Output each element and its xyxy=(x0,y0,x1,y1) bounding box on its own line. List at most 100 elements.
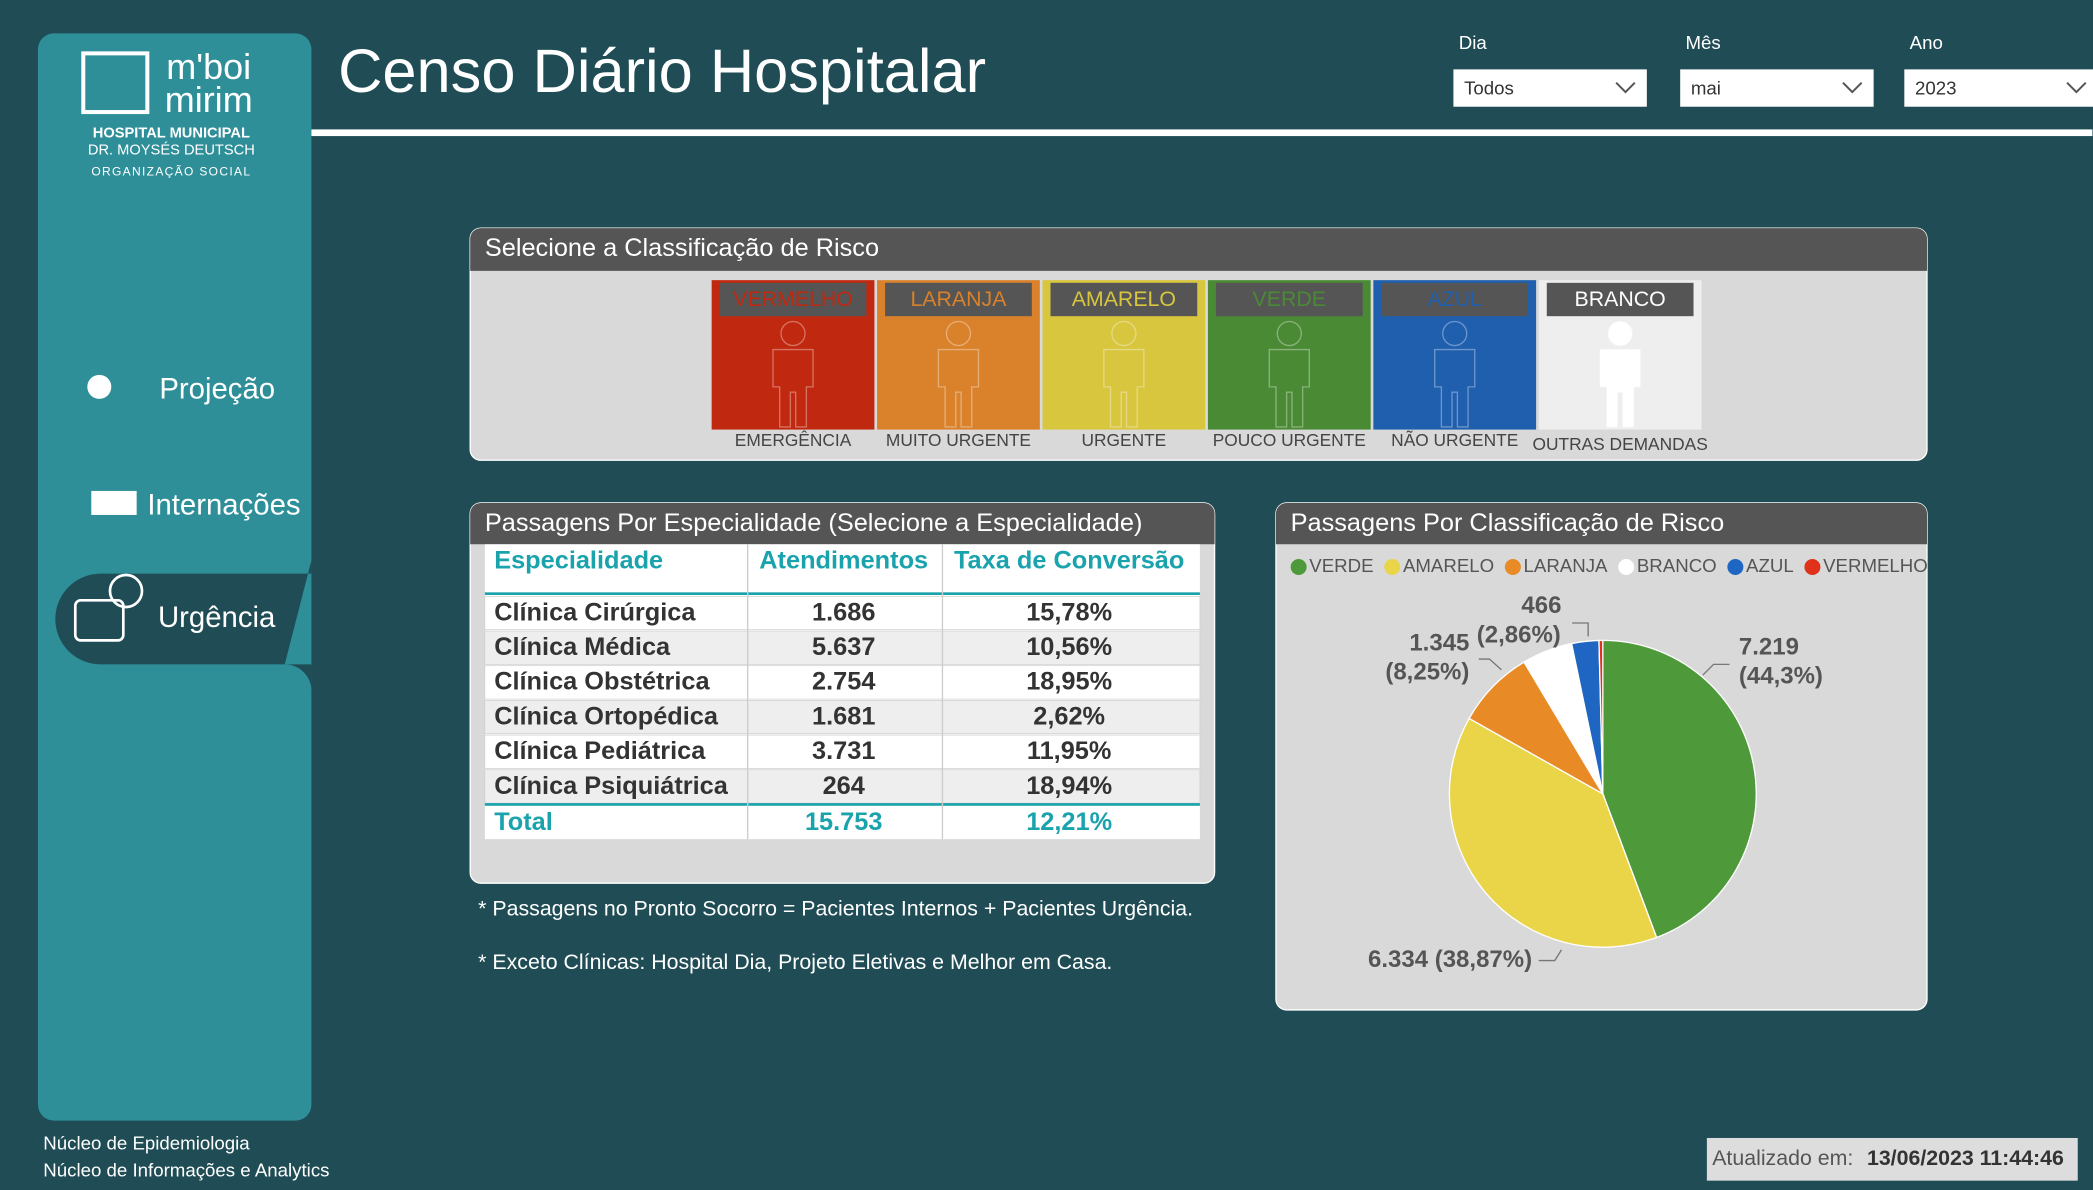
table-cell: 15,78% xyxy=(1026,598,1112,626)
person-head xyxy=(780,320,806,347)
table-row[interactable] xyxy=(484,734,1201,769)
total-cell: 12,21% xyxy=(1026,808,1112,836)
risk-description: OUTRAS DEMANDAS xyxy=(1533,434,1708,454)
pie-slice[interactable] xyxy=(1598,639,1604,794)
risk-description: MUITO URGENTE xyxy=(886,430,1031,450)
panel-header xyxy=(1275,502,1927,545)
dropdown-arrow xyxy=(1615,82,1636,94)
leader-line xyxy=(1702,663,1730,676)
chart-title: Passagens Por Classificação de Risco xyxy=(1291,509,1725,537)
risk-label-bg xyxy=(885,282,1032,317)
legend-swatch xyxy=(1504,558,1521,575)
dropdown-arrow xyxy=(1842,82,1863,94)
filter-label: Ano xyxy=(1910,32,1943,53)
column-header: Especialidade xyxy=(494,546,663,574)
legend-label: LARANJA xyxy=(1524,555,1609,576)
table-row[interactable] xyxy=(484,665,1201,700)
table-cell: 2,62% xyxy=(1033,702,1105,730)
filter-value: mai xyxy=(1691,77,1721,98)
legend-swatch xyxy=(1727,558,1744,575)
risk-label: AMARELO xyxy=(1072,287,1176,311)
data-label: 466 (2,86%) xyxy=(1477,592,1562,648)
risk-label: LARANJA xyxy=(910,287,1007,311)
table-row[interactable] xyxy=(484,630,1201,665)
legend-label: VERDE xyxy=(1309,555,1373,576)
note: * Exceto Clínicas: Hospital Dia, Projeto… xyxy=(478,950,1112,974)
table-cell: 2.754 xyxy=(812,668,875,696)
nav-item[interactable]: Urgência xyxy=(158,601,276,634)
update-label: Atualizado em: xyxy=(1712,1146,1853,1170)
legend-swatch xyxy=(1290,558,1307,575)
legend-swatch xyxy=(1804,558,1821,575)
filter-dropdown[interactable] xyxy=(1904,69,2093,107)
data-label-line: 7.219 xyxy=(1739,634,1799,661)
person-body xyxy=(937,348,980,428)
person-head xyxy=(1111,320,1137,347)
risk-description: EMERGÊNCIA xyxy=(735,430,852,450)
person-body xyxy=(1103,348,1145,428)
table-cell: 1.686 xyxy=(812,598,875,626)
risk-label: AZUL xyxy=(1427,287,1482,311)
footer-text: Núcleo de Informações e Analytics xyxy=(43,1159,329,1180)
table-cell: Clínica Pediátrica xyxy=(494,737,706,765)
risk-label-bg xyxy=(1381,282,1529,317)
total-cell: Total xyxy=(494,808,553,836)
person-head xyxy=(1607,320,1633,347)
table-row[interactable] xyxy=(484,596,1201,631)
page-title: Censo Diário Hospitalar xyxy=(338,37,986,106)
data-label-line: (8,25%) xyxy=(1385,659,1469,686)
filter-dropdown[interactable] xyxy=(1453,69,1647,107)
leader-line xyxy=(1538,949,1563,962)
table-cell: 18,95% xyxy=(1026,668,1112,696)
person-body xyxy=(1434,348,1476,428)
note: * Passagens no Pronto Socorro = Paciente… xyxy=(478,896,1193,920)
filter-dropdown[interactable] xyxy=(1680,69,1874,107)
data-label-line: 466 xyxy=(1521,592,1561,619)
table-cell: 18,94% xyxy=(1026,772,1112,800)
pie-slice[interactable] xyxy=(1448,717,1658,948)
panel-header xyxy=(470,228,1927,271)
nav-active-bg xyxy=(55,560,312,694)
filter-value: Todos xyxy=(1464,77,1514,98)
risk-label-bg xyxy=(1546,282,1694,317)
pie-slice[interactable] xyxy=(1602,639,1757,939)
data-label: 7.219 (44,3%) xyxy=(1739,634,1823,690)
risk-label-bg xyxy=(1050,282,1198,317)
panel-title: Selecione a Classificação de Risco xyxy=(485,234,879,262)
nav-icon xyxy=(91,490,137,515)
footer-text: Núcleo de Epidemiologia xyxy=(43,1133,250,1154)
data-label-line: (44,3%) xyxy=(1739,663,1823,690)
risk-description: POUCO URGENTE xyxy=(1213,430,1366,450)
logo-icon xyxy=(81,51,150,115)
total-rule xyxy=(484,803,1200,806)
table-row[interactable] xyxy=(484,700,1201,735)
nav-item[interactable]: Projeção xyxy=(159,373,275,406)
filter-value: 2023 xyxy=(1915,77,1957,98)
table-cell: 10,56% xyxy=(1026,633,1112,661)
table-cell: Clínica Obstétrica xyxy=(494,668,710,696)
logo-subtext: ORGANIZAÇÃO SOCIAL xyxy=(91,164,251,178)
nav-icon xyxy=(87,374,112,399)
data-label-line: 1.345 xyxy=(1409,630,1469,657)
filter-label: Mês xyxy=(1686,32,1721,53)
header-rule xyxy=(484,592,1200,595)
leader-line xyxy=(1572,622,1589,637)
header-rule xyxy=(311,129,2093,137)
data-label: 6.334 (38,87%) xyxy=(1368,946,1532,973)
table-cell: 1.681 xyxy=(812,702,875,730)
person-body xyxy=(772,348,814,428)
legend-swatch xyxy=(1618,558,1635,575)
risk-label-bg xyxy=(719,282,867,317)
person-head xyxy=(945,320,972,347)
update-box xyxy=(1706,1137,2078,1181)
table-cell: Clínica Médica xyxy=(494,633,671,661)
update-value: 13/06/2023 11:44:46 xyxy=(1867,1146,2064,1170)
nav-item[interactable]: Internações xyxy=(147,489,300,522)
panel-header xyxy=(470,502,1215,545)
risk-label-bg xyxy=(1215,282,1363,317)
risk-label: VERMELHO xyxy=(733,287,853,311)
nav-icon xyxy=(108,573,144,609)
logo-subtext: DR. MOYSÉS DEUTSCH xyxy=(88,142,255,159)
legend-label: AZUL xyxy=(1746,555,1794,576)
